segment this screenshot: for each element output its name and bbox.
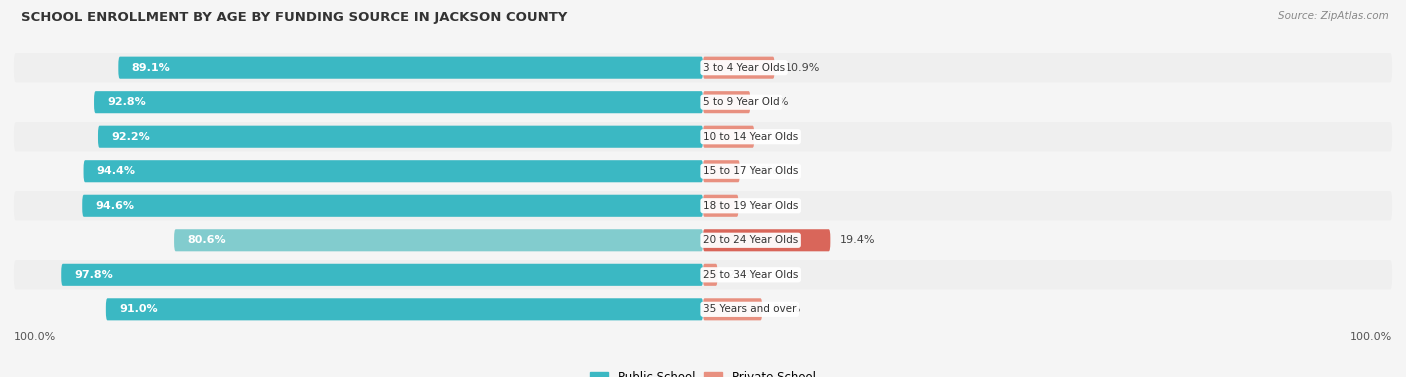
FancyBboxPatch shape	[14, 87, 1392, 117]
Text: 97.8%: 97.8%	[75, 270, 112, 280]
FancyBboxPatch shape	[94, 91, 703, 113]
Text: 18 to 19 Year Olds: 18 to 19 Year Olds	[703, 201, 799, 211]
Text: 25 to 34 Year Olds: 25 to 34 Year Olds	[703, 270, 799, 280]
Text: 91.0%: 91.0%	[120, 304, 157, 314]
Text: 10 to 14 Year Olds: 10 to 14 Year Olds	[703, 132, 799, 142]
FancyBboxPatch shape	[14, 122, 1392, 152]
FancyBboxPatch shape	[14, 295, 1392, 324]
Text: 19.4%: 19.4%	[841, 235, 876, 245]
Text: 5.6%: 5.6%	[749, 166, 778, 176]
Text: 5.4%: 5.4%	[748, 201, 776, 211]
FancyBboxPatch shape	[703, 195, 738, 217]
Text: 2.2%: 2.2%	[727, 270, 756, 280]
FancyBboxPatch shape	[174, 229, 703, 251]
Text: 3 to 4 Year Olds: 3 to 4 Year Olds	[703, 63, 785, 73]
FancyBboxPatch shape	[14, 156, 1392, 186]
Text: 7.8%: 7.8%	[763, 132, 793, 142]
FancyBboxPatch shape	[82, 195, 703, 217]
FancyBboxPatch shape	[703, 264, 717, 286]
Text: 100.0%: 100.0%	[14, 332, 56, 342]
FancyBboxPatch shape	[98, 126, 703, 148]
Text: 9.0%: 9.0%	[772, 304, 800, 314]
FancyBboxPatch shape	[105, 298, 703, 320]
Text: 100.0%: 100.0%	[1350, 332, 1392, 342]
FancyBboxPatch shape	[703, 160, 740, 182]
Text: 94.6%: 94.6%	[96, 201, 135, 211]
Text: 7.2%: 7.2%	[761, 97, 789, 107]
Text: 20 to 24 Year Olds: 20 to 24 Year Olds	[703, 235, 799, 245]
FancyBboxPatch shape	[14, 191, 1392, 221]
FancyBboxPatch shape	[62, 264, 703, 286]
Text: Source: ZipAtlas.com: Source: ZipAtlas.com	[1278, 11, 1389, 21]
Text: 10.9%: 10.9%	[785, 63, 820, 73]
Text: 35 Years and over: 35 Years and over	[703, 304, 796, 314]
FancyBboxPatch shape	[14, 260, 1392, 290]
Text: 94.4%: 94.4%	[97, 166, 136, 176]
FancyBboxPatch shape	[703, 57, 775, 79]
Text: SCHOOL ENROLLMENT BY AGE BY FUNDING SOURCE IN JACKSON COUNTY: SCHOOL ENROLLMENT BY AGE BY FUNDING SOUR…	[21, 11, 568, 24]
Text: 5 to 9 Year Old: 5 to 9 Year Old	[703, 97, 779, 107]
FancyBboxPatch shape	[703, 126, 754, 148]
FancyBboxPatch shape	[14, 53, 1392, 82]
Text: 92.2%: 92.2%	[111, 132, 150, 142]
Text: 92.8%: 92.8%	[107, 97, 146, 107]
FancyBboxPatch shape	[703, 91, 751, 113]
FancyBboxPatch shape	[83, 160, 703, 182]
FancyBboxPatch shape	[703, 298, 762, 320]
Text: 89.1%: 89.1%	[132, 63, 170, 73]
Legend: Public School, Private School: Public School, Private School	[586, 366, 820, 377]
FancyBboxPatch shape	[14, 225, 1392, 255]
FancyBboxPatch shape	[118, 57, 703, 79]
Text: 15 to 17 Year Olds: 15 to 17 Year Olds	[703, 166, 799, 176]
Text: 80.6%: 80.6%	[187, 235, 226, 245]
FancyBboxPatch shape	[703, 229, 831, 251]
